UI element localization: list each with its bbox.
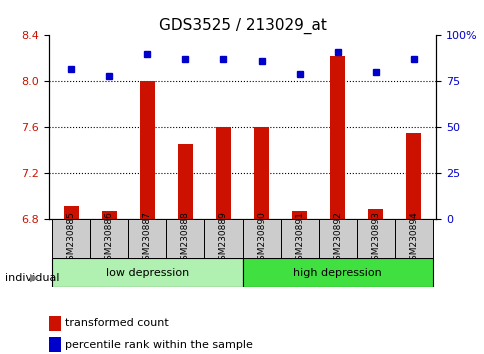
Bar — [178, 143, 193, 219]
Text: transformed count: transformed count — [65, 318, 168, 329]
Text: GSM230893: GSM230893 — [370, 211, 379, 267]
FancyBboxPatch shape — [204, 219, 242, 258]
FancyBboxPatch shape — [166, 219, 204, 258]
FancyBboxPatch shape — [52, 258, 242, 287]
FancyBboxPatch shape — [394, 219, 432, 258]
Bar — [291, 211, 306, 219]
Text: GSM230885: GSM230885 — [67, 211, 76, 267]
Bar — [405, 133, 421, 219]
FancyBboxPatch shape — [128, 219, 166, 258]
Text: low depression: low depression — [106, 268, 189, 278]
Text: GSM230892: GSM230892 — [333, 212, 341, 266]
Bar — [215, 127, 230, 219]
Text: percentile rank within the sample: percentile rank within the sample — [65, 339, 252, 350]
FancyBboxPatch shape — [280, 219, 318, 258]
Bar — [48, 316, 61, 331]
Bar — [48, 337, 61, 352]
Bar — [63, 206, 79, 219]
Text: GSM230890: GSM230890 — [257, 211, 265, 267]
Bar — [254, 127, 269, 219]
Text: ▶: ▶ — [30, 273, 39, 283]
Text: GSM230889: GSM230889 — [219, 211, 227, 267]
Bar — [139, 81, 155, 219]
FancyBboxPatch shape — [52, 219, 90, 258]
Bar — [329, 56, 345, 219]
Text: GSM230886: GSM230886 — [105, 211, 114, 267]
FancyBboxPatch shape — [90, 219, 128, 258]
Bar — [102, 211, 117, 219]
Text: high depression: high depression — [293, 268, 381, 278]
Text: GSM230891: GSM230891 — [294, 211, 303, 267]
Text: GSM230887: GSM230887 — [143, 211, 151, 267]
Text: GSM230894: GSM230894 — [408, 212, 417, 266]
FancyBboxPatch shape — [242, 258, 432, 287]
FancyBboxPatch shape — [318, 219, 356, 258]
FancyBboxPatch shape — [242, 219, 280, 258]
Title: GDS3525 / 213029_at: GDS3525 / 213029_at — [158, 18, 326, 34]
Bar — [367, 209, 382, 219]
Text: individual: individual — [5, 273, 59, 283]
Text: GSM230888: GSM230888 — [181, 211, 190, 267]
FancyBboxPatch shape — [356, 219, 394, 258]
